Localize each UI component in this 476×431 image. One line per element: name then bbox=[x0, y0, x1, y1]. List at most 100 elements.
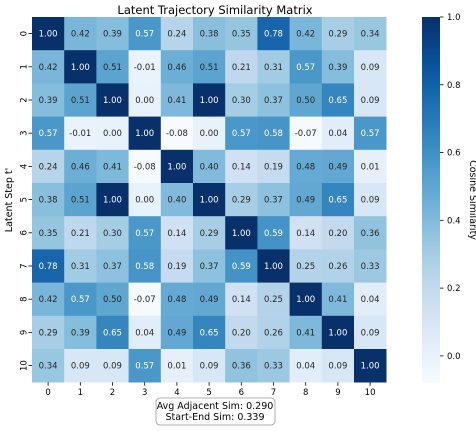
heatmap-cell bbox=[289, 50, 323, 84]
heatmap-cell-value: 0.19 bbox=[264, 162, 283, 172]
heatmap-cell-value: 0.04 bbox=[328, 129, 347, 139]
heatmap-cell-value: 0.26 bbox=[264, 328, 283, 338]
heatmap-cell-value: 0.42 bbox=[39, 295, 58, 305]
heatmap-cell-value: 0.57 bbox=[135, 229, 154, 239]
heatmap-cell-value: 0.39 bbox=[328, 63, 347, 73]
heatmap-cell bbox=[128, 83, 162, 117]
heatmap-cell bbox=[96, 282, 129, 317]
heatmap-cell bbox=[160, 183, 194, 217]
heatmap-cell-value: 1.00 bbox=[200, 96, 219, 106]
heatmap-cell-value: 0.50 bbox=[296, 96, 315, 106]
heatmap-cell-value: 0.57 bbox=[39, 129, 58, 139]
heatmap-cell-value: 0.49 bbox=[200, 295, 219, 305]
x-tick-label: 8 bbox=[303, 388, 308, 398]
heatmap-cell bbox=[128, 349, 162, 383]
heatmap-cell bbox=[32, 149, 65, 184]
colorbar-tick-label: 0.4 bbox=[447, 216, 461, 226]
heatmap-cell-value: 1.00 bbox=[296, 295, 315, 305]
heatmap-cell-value: 0.58 bbox=[264, 129, 283, 139]
heatmap-cell bbox=[32, 282, 65, 317]
heatmap-cell-value: 0.30 bbox=[103, 229, 122, 239]
heatmap-cell bbox=[160, 17, 194, 51]
heatmap-cell-value: -0.08 bbox=[134, 162, 156, 172]
heatmap-cell bbox=[321, 216, 355, 250]
heatmap-cell bbox=[354, 50, 387, 84]
heatmap-cell bbox=[96, 83, 129, 117]
heatmap-cell-value: 0.20 bbox=[328, 229, 347, 239]
heatmap-cell bbox=[64, 216, 97, 250]
y-tick-label: 10 bbox=[20, 360, 30, 371]
heatmap-cell-value: 0.36 bbox=[232, 362, 251, 372]
heatmap-cell bbox=[64, 315, 97, 350]
heatmap-cell bbox=[32, 315, 65, 350]
heatmap-cell-value: 0.41 bbox=[296, 328, 315, 338]
heatmap-cell-value: 0.14 bbox=[232, 295, 251, 305]
heatmap-cell-value: 0.09 bbox=[328, 362, 347, 372]
heatmap-cell-value: 0.38 bbox=[39, 196, 58, 206]
heatmap-cell bbox=[257, 17, 290, 51]
heatmap-cell-value: 0.57 bbox=[71, 295, 90, 305]
heatmap-cell bbox=[354, 249, 387, 283]
heatmap-cell-value: 0.04 bbox=[361, 295, 380, 305]
heatmap-cell-value: 0.19 bbox=[167, 262, 186, 272]
heatmap-cell-value: 0.26 bbox=[328, 262, 347, 272]
heatmap-cell-value: 0.78 bbox=[39, 262, 58, 272]
heatmap-cell bbox=[225, 50, 258, 84]
heatmap-cell-value: 0.57 bbox=[135, 362, 154, 372]
heatmap-cell-value: 0.33 bbox=[361, 262, 380, 272]
heatmap-cell bbox=[225, 216, 258, 250]
heatmap-cell-value: 0.46 bbox=[71, 162, 90, 172]
heatmap-cell bbox=[128, 116, 162, 151]
heatmap-cell bbox=[289, 17, 323, 51]
heatmap-cell bbox=[289, 216, 323, 250]
heatmap-cell bbox=[354, 83, 387, 117]
heatmap-cell-value: 0.58 bbox=[135, 262, 154, 272]
heatmap-cell-value: 0.00 bbox=[135, 96, 154, 106]
heatmap-cell bbox=[321, 50, 355, 84]
heatmap-cell-value: 0.59 bbox=[264, 229, 283, 239]
heatmap-cell bbox=[354, 315, 387, 350]
heatmap-cell-value: 0.09 bbox=[361, 196, 380, 206]
heatmap-cell bbox=[321, 116, 355, 151]
heatmap-cell-value: 1.00 bbox=[200, 196, 219, 206]
colorbar-tick-label: 1.0 bbox=[447, 13, 461, 23]
heatmap-cell-value: 0.29 bbox=[232, 196, 251, 206]
heatmap-cell bbox=[225, 249, 258, 283]
heatmap-cell-value: 0.37 bbox=[200, 262, 219, 272]
heatmap-cell-value: 0.09 bbox=[361, 63, 380, 73]
heatmap-cell bbox=[160, 282, 194, 317]
heatmap-cell bbox=[193, 216, 226, 250]
heatmap-cell bbox=[128, 17, 162, 51]
heatmap-cell bbox=[64, 116, 97, 151]
heatmap-cell-value: 1.00 bbox=[103, 196, 122, 206]
heatmap-cell-value: 0.39 bbox=[103, 30, 122, 40]
heatmap-cell bbox=[225, 349, 258, 383]
heatmap-cell bbox=[225, 315, 258, 350]
heatmap-cell bbox=[64, 149, 97, 184]
heatmap-cell-value: 0.20 bbox=[232, 328, 251, 338]
x-tick-label: 7 bbox=[271, 388, 276, 398]
heatmap-cell bbox=[160, 315, 194, 350]
heatmap-cell bbox=[354, 116, 387, 151]
heatmap-cell bbox=[160, 50, 194, 84]
heatmap-cell-value: -0.08 bbox=[166, 129, 188, 139]
colorbar-tick-label: 0.0 bbox=[447, 352, 461, 362]
heatmap-cell-value: 0.04 bbox=[135, 328, 154, 338]
heatmap-cell-value: 1.00 bbox=[361, 362, 380, 372]
heatmap-cell-value: 0.49 bbox=[167, 328, 186, 338]
x-axis-ticks: 0 1 2 3 4 5 6 7 8 9 10 bbox=[45, 382, 376, 398]
heatmap-cell bbox=[354, 216, 387, 250]
colorbar-ticks: 0.0 0.2 0.4 0.6 0.8 1.0 bbox=[440, 13, 461, 362]
heatmap-cell bbox=[289, 349, 323, 383]
heatmap-cell bbox=[32, 116, 65, 151]
heatmap-cell-value: 0.39 bbox=[39, 96, 58, 106]
heatmap-cell-value: 0.31 bbox=[264, 63, 283, 73]
heatmap-cell bbox=[321, 315, 355, 350]
heatmap-cell bbox=[193, 116, 226, 151]
heatmap-cell bbox=[257, 149, 290, 184]
heatmap-cell bbox=[193, 183, 226, 217]
heatmap-cell-value: 0.65 bbox=[328, 96, 347, 106]
chart-title: Latent Trajectory Similarity Matrix bbox=[117, 3, 312, 17]
heatmap-cell-value: 0.48 bbox=[296, 162, 315, 172]
